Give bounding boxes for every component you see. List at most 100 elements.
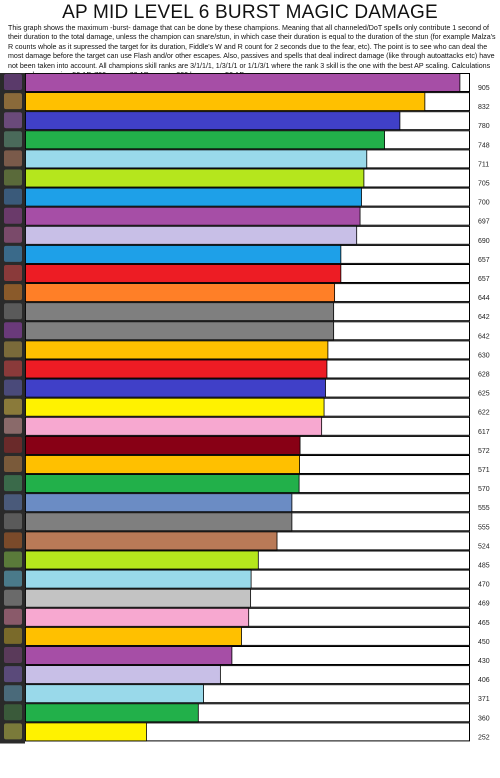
bar: [25, 149, 368, 169]
bar-value-label: 622: [478, 410, 490, 417]
champion-icon: [4, 570, 22, 587]
bar-value-label: 625: [478, 391, 490, 398]
bar: [25, 321, 335, 341]
champion-icon: [4, 666, 22, 683]
bar-value-label: 700: [478, 200, 490, 207]
bar: [25, 512, 293, 532]
bar: [25, 607, 250, 627]
champion-icon: [4, 647, 22, 663]
bar: [25, 684, 204, 704]
bar: [25, 73, 461, 92]
champion-icon: [4, 93, 22, 110]
bar: [25, 627, 242, 646]
bar-value-label: 555: [478, 524, 490, 531]
champion-icon: [4, 513, 22, 530]
bar: [25, 244, 342, 264]
bar-value-label: 252: [478, 734, 490, 741]
bar: [25, 168, 365, 188]
champion-icon: [4, 494, 22, 511]
champion-icon: [4, 74, 22, 90]
bar-value-label: 690: [478, 238, 490, 245]
bar-value-label: 524: [478, 543, 490, 550]
champion-icon: [4, 322, 22, 339]
champion-icon: [4, 551, 22, 568]
bar-value-label: 905: [478, 85, 490, 92]
bar-value-label: 360: [478, 715, 490, 722]
bar: [25, 378, 326, 398]
bar-value-label: 697: [478, 219, 490, 226]
bar-value-label: 711: [478, 161, 489, 168]
champion-icon: [4, 188, 22, 205]
champion-icon: [4, 532, 22, 549]
bar: [25, 569, 252, 589]
bar-value-label: 572: [478, 448, 490, 455]
bar-value-label: 628: [478, 372, 490, 379]
bar-value-label: 469: [478, 601, 490, 608]
champion-icon: [4, 150, 22, 167]
bar: [25, 130, 385, 150]
champion-icon: [4, 303, 22, 320]
bar: [25, 455, 300, 474]
bar: [25, 722, 147, 742]
bar: [25, 302, 335, 322]
bar: [25, 359, 328, 379]
champion-icon: [4, 265, 22, 281]
bar-value-label: 780: [478, 123, 490, 130]
champion-icon: [4, 131, 22, 148]
bar: [25, 435, 301, 455]
champion-icon: [4, 589, 22, 606]
champion-icon: [4, 456, 22, 472]
bar-value-label: 470: [478, 582, 490, 589]
bar-value-label: 617: [478, 429, 490, 436]
bar: [25, 474, 300, 494]
bar-value-label: 406: [478, 677, 490, 684]
bar: [25, 493, 293, 513]
champion-icon: [4, 245, 22, 262]
bar-value-label: 450: [478, 639, 490, 646]
bar-value-label: 644: [478, 295, 490, 302]
bar-value-label: 571: [478, 467, 490, 474]
bar-value-label: 371: [478, 696, 490, 703]
champion-icon: [4, 284, 22, 301]
champion-icon: [4, 379, 22, 396]
champion-icon: [4, 112, 22, 129]
champion-icon: [4, 341, 22, 358]
champion-icon: [4, 169, 22, 186]
bar: [25, 703, 199, 723]
champion-icon: [4, 207, 22, 224]
bar: [25, 416, 323, 436]
bar-value-label: 705: [478, 181, 490, 188]
bar: [25, 340, 329, 360]
bar: [25, 225, 358, 245]
bar-value-label: 657: [478, 276, 490, 283]
bar: [25, 531, 278, 551]
bar-value-label: 657: [478, 257, 490, 264]
champion-icon: [4, 360, 22, 377]
bar: [25, 550, 259, 570]
bar-value-label: 555: [478, 505, 490, 512]
bar-value-label: 570: [478, 486, 490, 493]
bar: [25, 264, 342, 283]
bar: [25, 397, 325, 417]
champion-icon: [4, 475, 22, 492]
champion-icon: [4, 436, 22, 453]
chart-title: AP MID LEVEL 6 BURST MAGIC DAMAGE: [62, 2, 438, 23]
bar: [25, 588, 252, 608]
champion-icon: [4, 398, 22, 415]
bar-value-label: 642: [478, 333, 490, 340]
bar: [25, 665, 221, 684]
bar-value-label: 465: [478, 620, 490, 627]
bar: [25, 283, 336, 303]
bar: [25, 187, 362, 207]
champion-icon: [4, 417, 22, 434]
bar-value-label: 832: [478, 104, 490, 111]
bar: [25, 111, 401, 131]
bar-value-label: 630: [478, 352, 490, 359]
bar: [25, 92, 426, 111]
bar-value-label: 485: [478, 563, 490, 570]
champion-icon: [4, 704, 22, 721]
bar-value-label: 748: [478, 142, 490, 149]
bar-value-label: 430: [478, 658, 490, 665]
champion-icon: [4, 685, 22, 702]
bar-value-label: 642: [478, 314, 490, 321]
